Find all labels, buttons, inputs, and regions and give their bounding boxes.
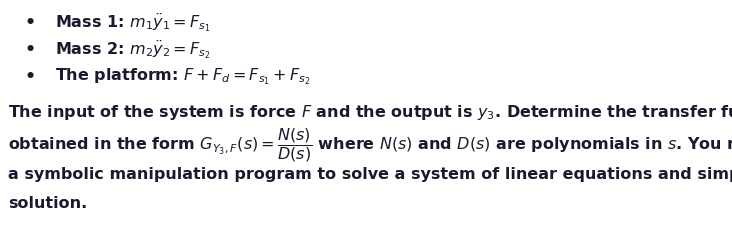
- Text: a symbolic manipulation program to solve a system of linear equations and simpli: a symbolic manipulation program to solve…: [8, 168, 732, 182]
- Text: Mass 1: $m_1\ddot{y}_1 = F_{s_1}$: Mass 1: $m_1\ddot{y}_1 = F_{s_1}$: [55, 12, 211, 34]
- Text: •: •: [24, 14, 36, 32]
- Text: •: •: [24, 41, 36, 59]
- Text: •: •: [24, 68, 36, 86]
- Text: solution.: solution.: [8, 195, 87, 210]
- Text: Mass 2: $m_2\ddot{y}_2 = F_{s_2}$: Mass 2: $m_2\ddot{y}_2 = F_{s_2}$: [55, 39, 211, 61]
- Text: obtained in the form $G_{Y_3,F}(s) = \dfrac{N(s)}{D(s)}$ where $N(s)$ and $D(s)$: obtained in the form $G_{Y_3,F}(s) = \df…: [8, 126, 732, 164]
- Text: The input of the system is force $F$ and the output is $y_3$. Determine the tran: The input of the system is force $F$ and…: [8, 103, 732, 123]
- Text: The platform: $F + F_d = F_{s_1} + F_{s_2}$: The platform: $F + F_d = F_{s_1} + F_{s_…: [55, 67, 310, 87]
